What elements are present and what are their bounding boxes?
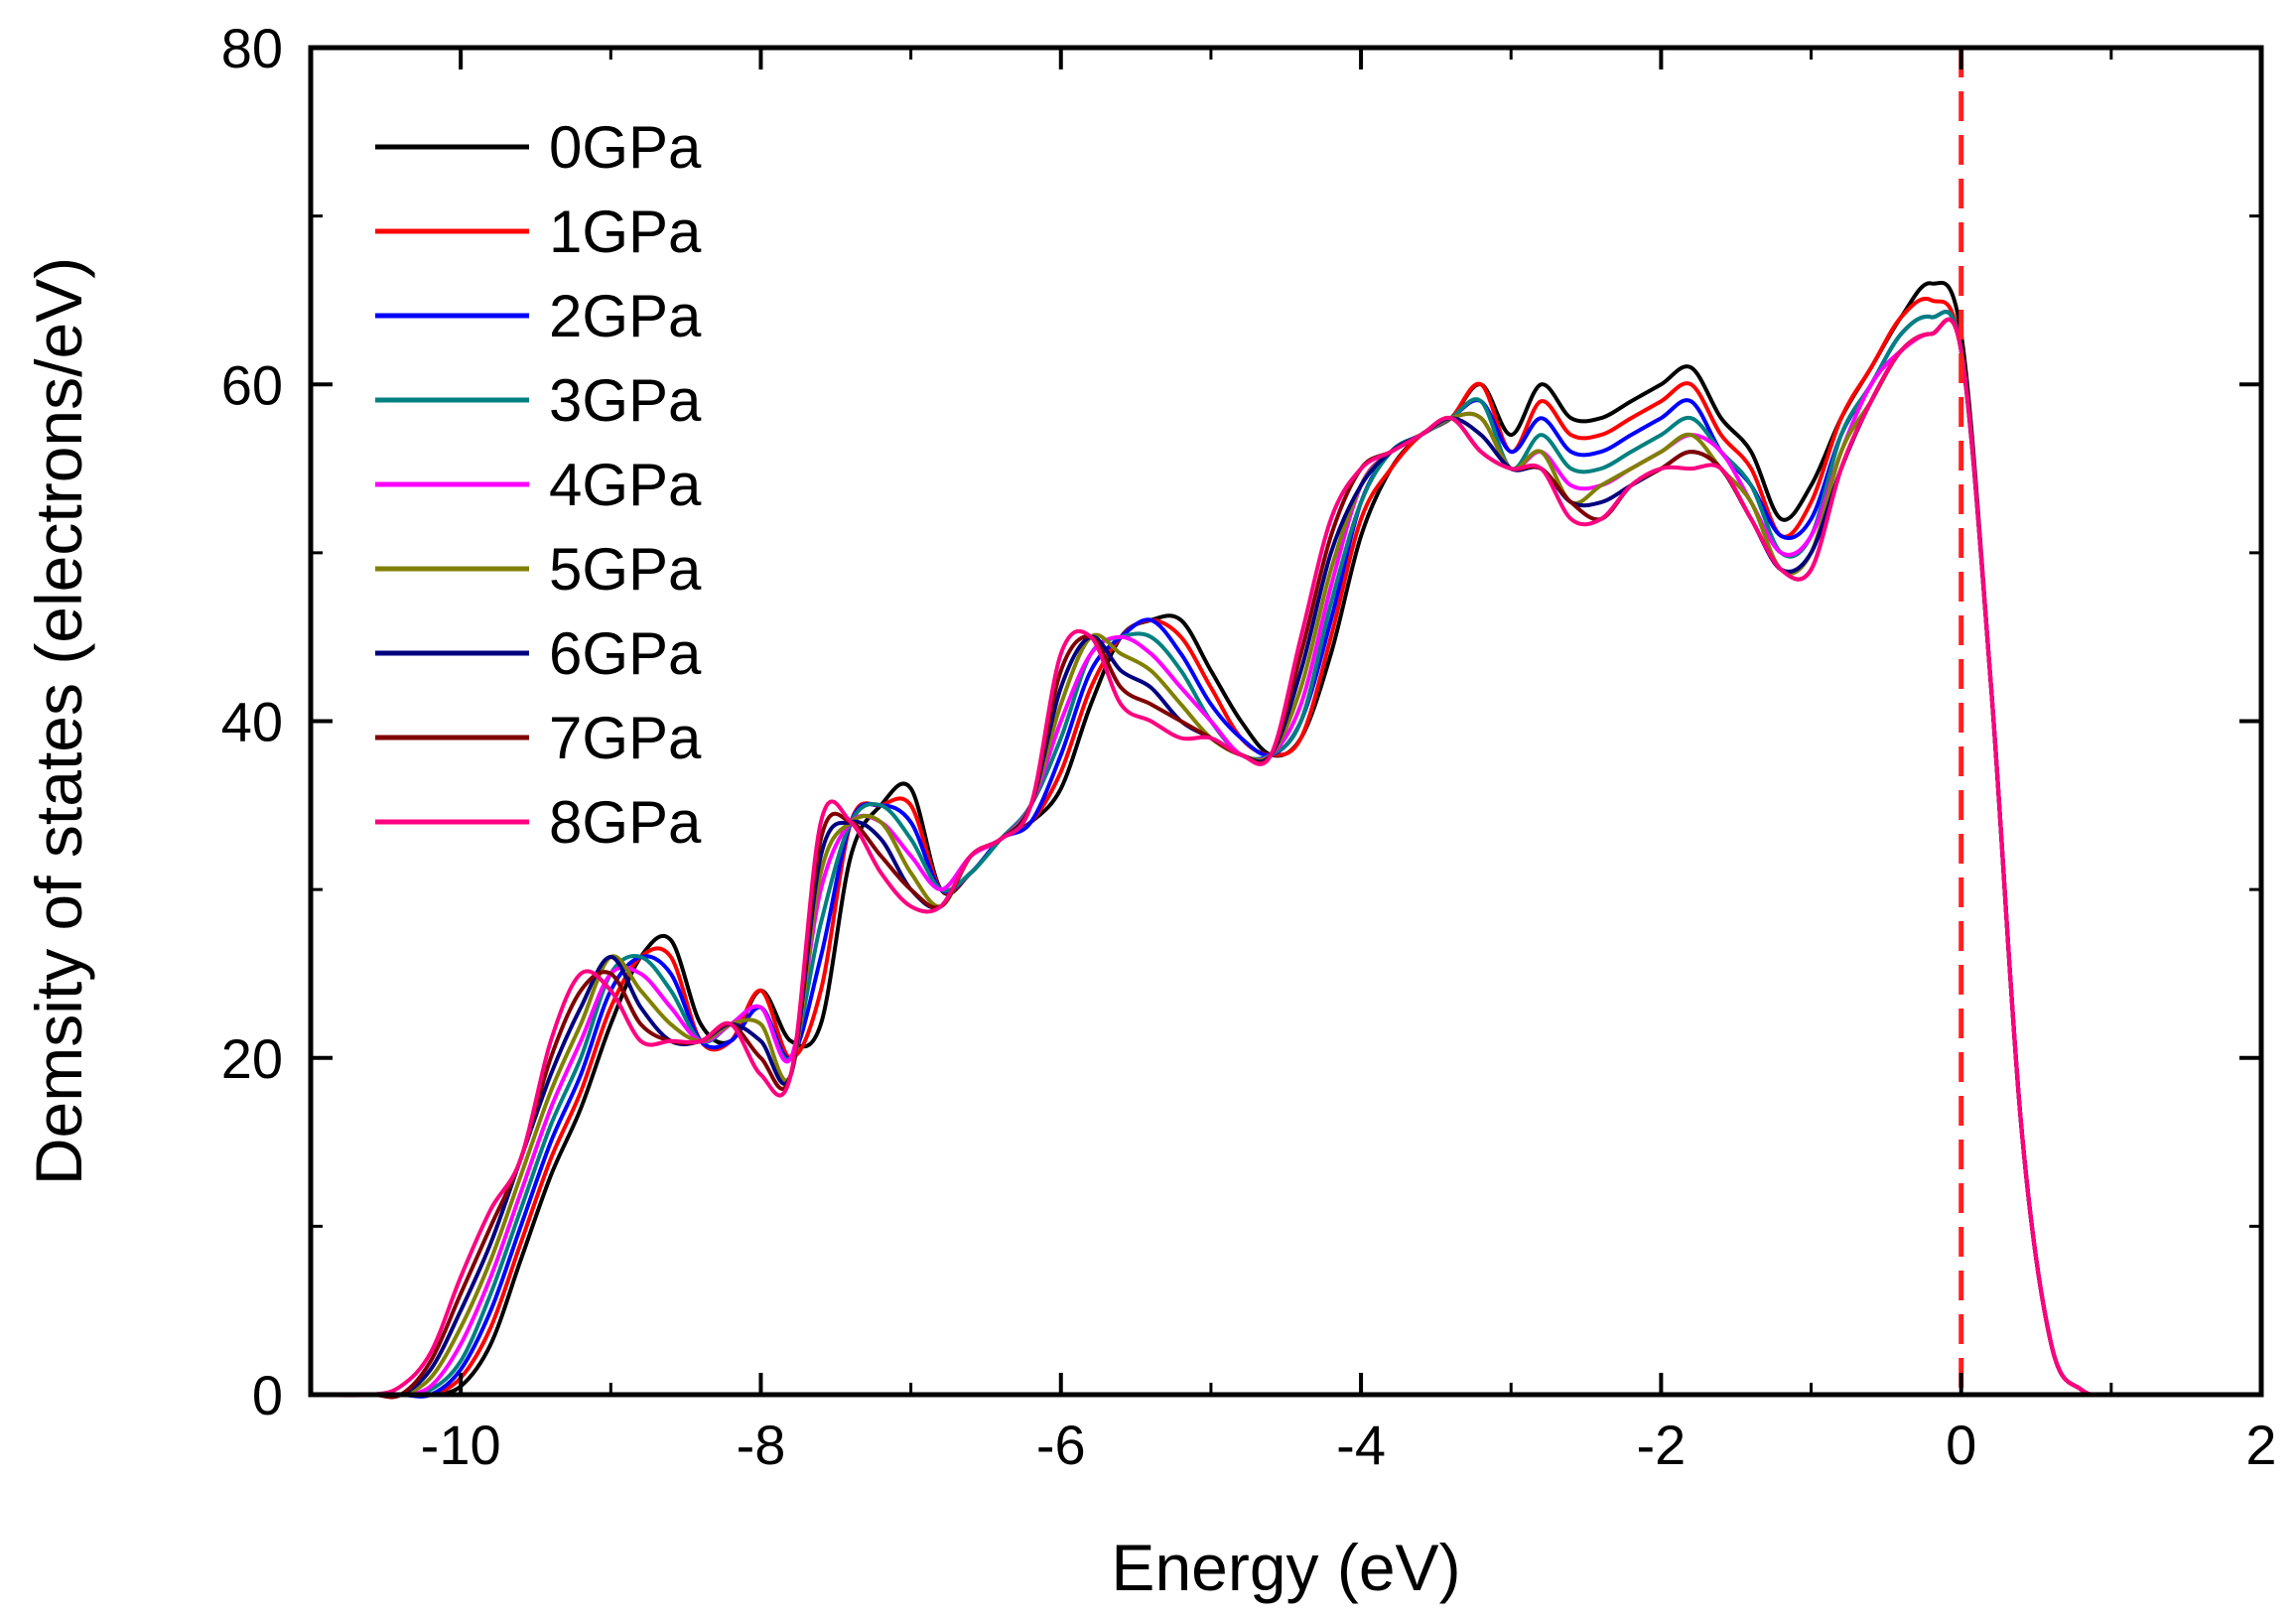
legend-label-8GPa: 8GPa <box>549 789 702 856</box>
y-tick-label: 0 <box>252 1364 283 1426</box>
series-line-8GPa <box>310 317 2261 1398</box>
series-layer <box>310 280 2261 1400</box>
legend-label-2GPa: 2GPa <box>549 283 702 349</box>
y-tick-label: 20 <box>221 1027 283 1090</box>
series-line-3GPa <box>311 310 2261 1398</box>
series-line-1GPa <box>311 297 2261 1399</box>
y-tick-label: 60 <box>221 353 283 416</box>
x-axis-title: Energy (eV) <box>1111 1531 1460 1604</box>
x-tick-label: 2 <box>2245 1414 2276 1476</box>
x-tick-label: -8 <box>737 1414 786 1476</box>
y-axis-title: Demsity of states (electrons/eV) <box>22 257 95 1185</box>
legend-label-3GPa: 3GPa <box>549 367 702 434</box>
x-tick-label: -10 <box>421 1414 501 1476</box>
x-tick-label: -4 <box>1336 1414 1386 1476</box>
legend-label-5GPa: 5GPa <box>549 536 702 603</box>
legend-label-4GPa: 4GPa <box>549 452 702 518</box>
x-tick-label: -2 <box>1636 1414 1686 1476</box>
legend: 0GPa 1GPa 2GPa 3GPa 4GPa 5GPa 6GPa 7GPa 8GPa <box>375 114 702 856</box>
y-tick-label: 80 <box>221 17 283 79</box>
legend-label-0GPa: 0GPa <box>549 114 702 181</box>
legend-label-1GPa: 1GPa <box>549 199 702 265</box>
y-tick-label: 40 <box>221 691 283 753</box>
x-tick-label: 0 <box>1946 1414 1976 1476</box>
x-tick-label: -6 <box>1036 1414 1086 1476</box>
legend-label-6GPa: 6GPa <box>549 620 702 687</box>
legend-label-7GPa: 7GPa <box>549 705 702 771</box>
